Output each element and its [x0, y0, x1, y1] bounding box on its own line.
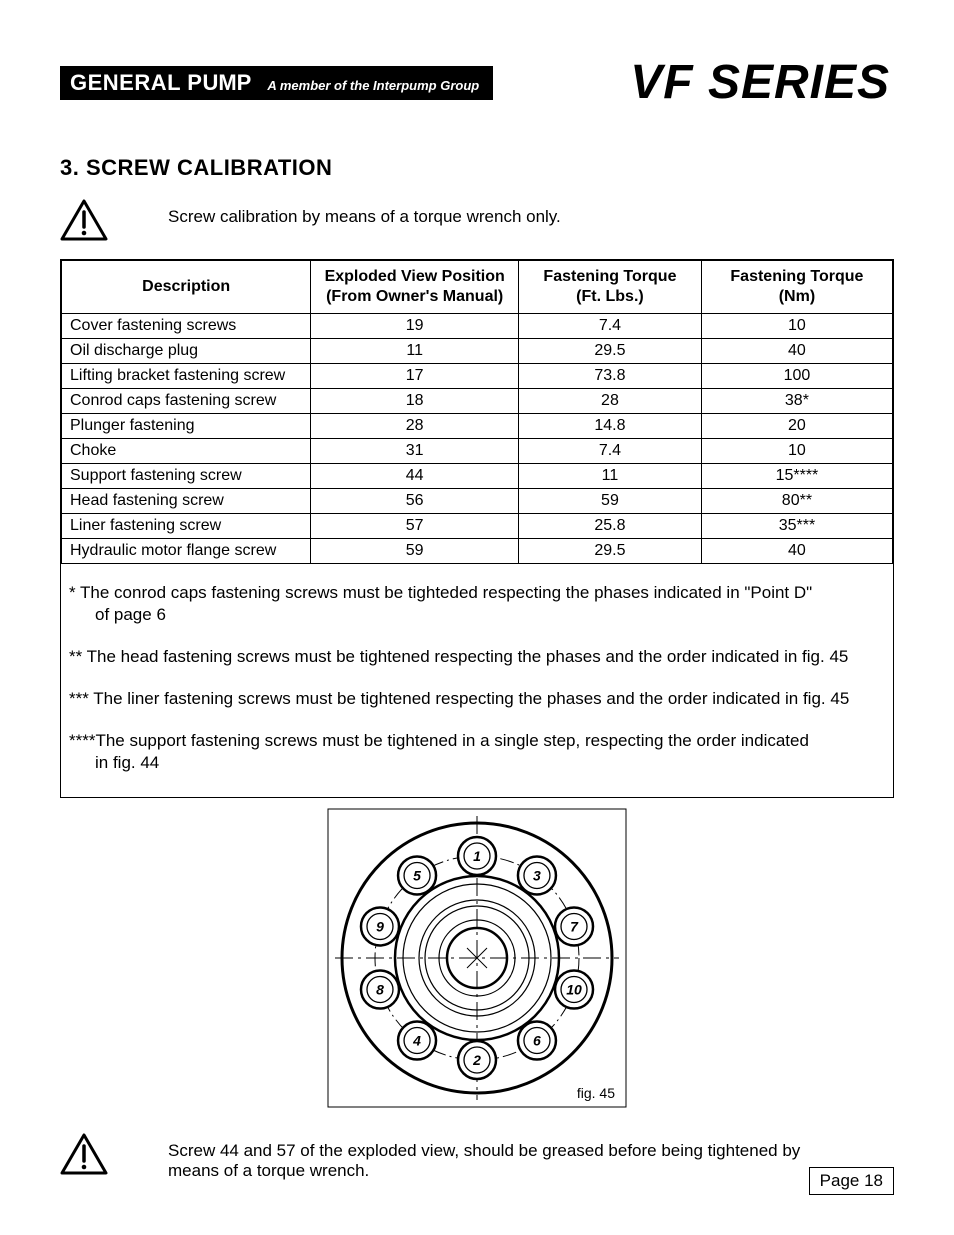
cell-torque-nm: 20 [701, 414, 892, 439]
brand-small-text: UMP [202, 70, 251, 95]
cell-torque-nm: 38* [701, 389, 892, 414]
cell-description: Head fastening screw [62, 489, 311, 514]
section-heading: 3. SCREW CALIBRATION [60, 155, 894, 181]
svg-text:5: 5 [413, 867, 421, 883]
warning-icon [60, 1133, 108, 1175]
table-row: Hydraulic motor flange screw5929.540 [62, 539, 893, 564]
cell-description: Plunger fastening [62, 414, 311, 439]
cell-torque-nm: 10 [701, 439, 892, 464]
bottom-warning-text: Screw 44 and 57 of the exploded view, sh… [168, 1133, 808, 1181]
brand-main-text: GENERAL P [70, 70, 202, 95]
table-row: Choke317.410 [62, 439, 893, 464]
cell-torque-nm: 80** [701, 489, 892, 514]
cell-torque-ftlbs: 29.5 [519, 339, 702, 364]
cell-torque-ftlbs: 73.8 [519, 364, 702, 389]
cell-position: 28 [311, 414, 519, 439]
svg-text:9: 9 [376, 918, 384, 934]
cell-torque-nm: 15**** [701, 464, 892, 489]
figure-45: 1 3 7 10 6 2 4 8 9 5 fig. 45 [60, 808, 894, 1113]
footnotes: * The conrod caps fastening screws must … [61, 564, 893, 797]
footnote-3: *** The liner fastening screws must be t… [69, 688, 885, 710]
brand-strip: GENERAL PUMP A member of the Interpump G… [60, 66, 493, 100]
table-row: Cover fastening screws197.410 [62, 314, 893, 339]
brand-subtitle: A member of the Interpump Group [267, 78, 479, 93]
table-header-row: Description Exploded View Position (From… [62, 261, 893, 314]
section-number: 3. [60, 155, 79, 180]
series-title: VF SERIES [630, 55, 894, 110]
cell-position: 18 [311, 389, 519, 414]
page-header: GENERAL PUMP A member of the Interpump G… [60, 55, 894, 110]
cell-position: 44 [311, 464, 519, 489]
cell-torque-nm: 40 [701, 539, 892, 564]
col-torque-ftlbs: Fastening Torque (Ft. Lbs.) [519, 261, 702, 314]
brand-name: GENERAL PUMP [70, 70, 251, 96]
cell-torque-ftlbs: 11 [519, 464, 702, 489]
table-row: Plunger fastening2814.820 [62, 414, 893, 439]
cell-position: 11 [311, 339, 519, 364]
cell-torque-ftlbs: 29.5 [519, 539, 702, 564]
table-row: Liner fastening screw5725.835*** [62, 514, 893, 539]
cell-position: 57 [311, 514, 519, 539]
calibration-box: Description Exploded View Position (From… [60, 259, 894, 798]
cell-torque-nm: 35*** [701, 514, 892, 539]
table-row: Lifting bracket fastening screw1773.8100 [62, 364, 893, 389]
table-row: Conrod caps fastening screw182838* [62, 389, 893, 414]
cell-torque-ftlbs: 14.8 [519, 414, 702, 439]
svg-text:2: 2 [472, 1052, 481, 1068]
footnote-4: ****The support fastening screws must be… [69, 730, 885, 774]
cell-position: 17 [311, 364, 519, 389]
cell-torque-ftlbs: 59 [519, 489, 702, 514]
cell-description: Conrod caps fastening screw [62, 389, 311, 414]
calibration-table: Description Exploded View Position (From… [61, 260, 893, 564]
cell-position: 59 [311, 539, 519, 564]
intro-warning-row: Screw calibration by means of a torque w… [60, 199, 894, 241]
svg-text:3: 3 [533, 867, 541, 883]
svg-text:6: 6 [533, 1032, 541, 1048]
cell-position: 19 [311, 314, 519, 339]
warning-icon [60, 199, 108, 241]
svg-text:fig. 45: fig. 45 [577, 1085, 615, 1101]
page-number: Page 18 [809, 1167, 894, 1195]
svg-text:10: 10 [566, 981, 582, 997]
cell-position: 56 [311, 489, 519, 514]
cell-torque-nm: 100 [701, 364, 892, 389]
intro-text: Screw calibration by means of a torque w… [168, 199, 561, 227]
cell-description: Hydraulic motor flange screw [62, 539, 311, 564]
svg-text:7: 7 [570, 918, 579, 934]
cell-torque-nm: 10 [701, 314, 892, 339]
cell-description: Oil discharge plug [62, 339, 311, 364]
cell-torque-nm: 40 [701, 339, 892, 364]
bottom-warning-row: Screw 44 and 57 of the exploded view, sh… [60, 1133, 894, 1181]
cell-description: Support fastening screw [62, 464, 311, 489]
cell-position: 31 [311, 439, 519, 464]
cell-torque-ftlbs: 25.8 [519, 514, 702, 539]
svg-text:4: 4 [412, 1032, 421, 1048]
svg-text:8: 8 [376, 981, 384, 997]
cell-description: Cover fastening screws [62, 314, 311, 339]
svg-text:1: 1 [473, 848, 481, 864]
table-row: Support fastening screw441115**** [62, 464, 893, 489]
table-row: Head fastening screw565980** [62, 489, 893, 514]
section-title-text: SCREW CALIBRATION [86, 155, 332, 180]
col-description: Description [62, 261, 311, 314]
cell-description: Lifting bracket fastening screw [62, 364, 311, 389]
cell-description: Liner fastening screw [62, 514, 311, 539]
cell-torque-ftlbs: 28 [519, 389, 702, 414]
cell-description: Choke [62, 439, 311, 464]
footnote-2: ** The head fastening screws must be tig… [69, 646, 885, 668]
col-torque-nm: Fastening Torque (Nm) [701, 261, 892, 314]
col-position: Exploded View Position (From Owner's Man… [311, 261, 519, 314]
cell-torque-ftlbs: 7.4 [519, 314, 702, 339]
cell-torque-ftlbs: 7.4 [519, 439, 702, 464]
footnote-1: * The conrod caps fastening screws must … [69, 582, 885, 626]
table-row: Oil discharge plug1129.540 [62, 339, 893, 364]
